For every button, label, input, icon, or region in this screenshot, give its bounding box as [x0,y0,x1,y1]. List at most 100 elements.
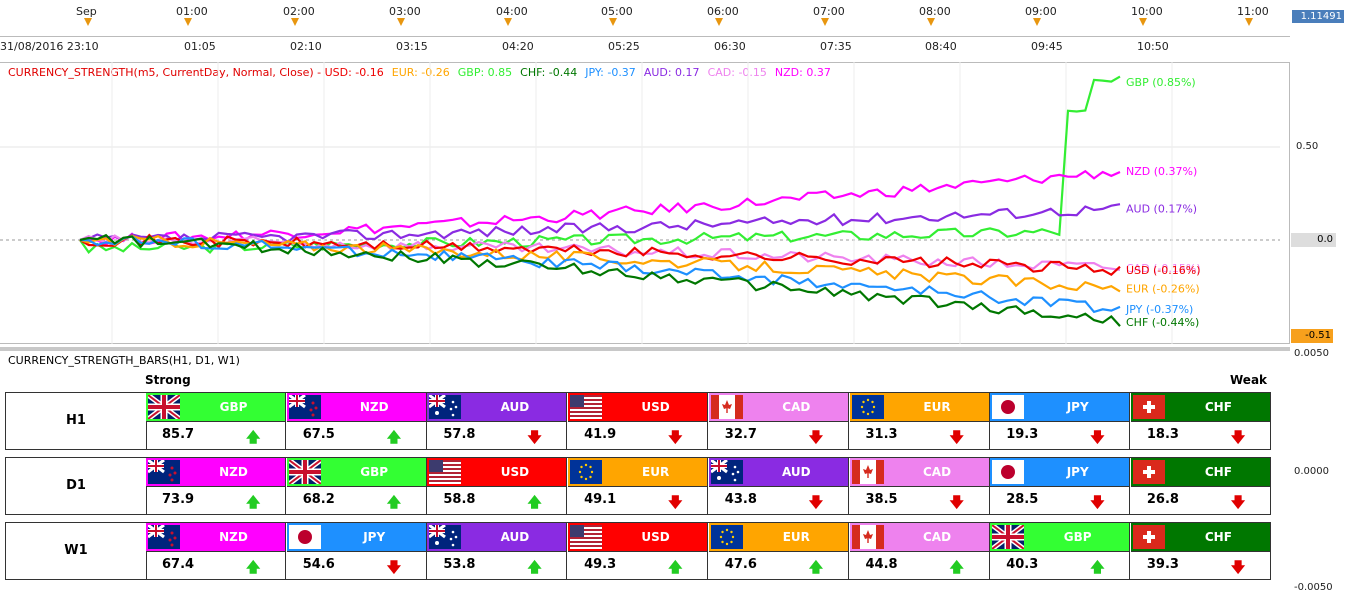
series-line-gbp [79,75,1121,254]
currency-cell-eur: EUR 31.3 🡇 [849,393,990,449]
currency-header: JPY [286,523,426,552]
series-line-eur [79,234,1121,293]
strength-score: 49.1 [584,492,617,507]
jpy-flag-icon [992,395,1025,419]
series-label-gbp: GBP (0.85%) [1126,76,1196,89]
arrow-up-icon: 🡅 [386,495,402,511]
currency-cell-gbp: GBP 40.3 🡅 [990,523,1131,579]
currency-cell-jpy: JPY 19.3 🡇 [990,393,1131,449]
arrow-down-icon: 🡇 [1090,495,1105,511]
time-marker [184,18,192,26]
currency-header: USD [568,523,708,552]
strength-lines-chart[interactable]: GBP (0.85%) NZD (0.37%) AUD (0.17%) CAD (-0… [0,62,1290,344]
strength-score: 73.9 [162,492,195,507]
currency-header: GBP [286,458,426,487]
eur-flag-icon [570,460,603,484]
date-time-label: 04:20 [502,40,534,53]
currency-header: CHF [1130,458,1270,487]
strength-score: 68.2 [302,492,335,507]
indicator-value-jpy: JPY: -0.37 [585,66,636,79]
currency-cell-jpy: JPY 28.5 🡇 [990,458,1131,514]
currency-cell-usd: USD 58.8 🡅 [427,458,568,514]
time-marker [1033,18,1041,26]
arrow-up-icon: 🡅 [246,495,261,511]
currency-header: CHF [1130,523,1270,552]
usd-flag-icon [570,525,603,549]
indicator-value-aud: AUD: 0.17 [643,66,700,79]
currency-header: EUR [708,523,848,552]
nzd-flag-icon [287,393,321,419]
time-marker [84,18,92,26]
series-label-usd: USD (-0.16%) [1126,264,1201,277]
currency-header: GBP [146,393,285,422]
arrow-down-icon: 🡇 [668,495,683,511]
aud-flag-icon [428,393,462,419]
series-label-aud: AUD (0.17%) [1126,202,1197,215]
nzd-flag-icon [147,458,180,484]
top-time-label: 06:00 [707,5,739,18]
currency-cell-usd: USD 41.9 🡇 [568,393,709,449]
top-time-label: 07:00 [813,5,845,18]
indicator-prefix: CURRENCY_STRENGTH(m5, CurrentDay, Normal… [8,66,325,79]
arrow-down-icon: 🡇 [1230,495,1246,511]
currency-header: NZD [146,523,285,552]
strength-score: 49.3 [584,557,617,572]
currency-code: EUR [923,400,951,414]
currency-cell-cad: CAD 38.5 🡇 [849,458,990,514]
cad-flag-icon [851,525,884,549]
arrow-down-icon: 🡇 [1230,560,1246,576]
indicator-value-cad: CAD: -0.15 [707,66,767,79]
date-time-label: 03:15 [396,40,428,53]
series-label-jpy: JPY (-0.37%) [1125,303,1193,316]
series-label-cad: CAD (-0.15%) [1126,262,1201,275]
strength-score: 38.5 [865,492,898,507]
arrow-down-icon: 🡇 [949,495,964,511]
currency-code: GBP [1063,530,1092,544]
arrow-up-icon: 🡅 [949,560,964,576]
usd-flag-icon [570,395,603,419]
date-time-label: 05:25 [608,40,640,53]
scale-label-zero: 0.0 [1291,233,1336,247]
currency-code: NZD [219,530,248,544]
currency-header: EUR [849,393,989,422]
arrow-down-icon: 🡇 [527,430,542,446]
time-marker [1245,18,1253,26]
chf-flag-icon [1132,460,1165,484]
date-time-label: 09:45 [1031,40,1063,53]
arrow-down-icon: 🡇 [808,430,824,446]
currency-header: EUR [568,458,708,487]
bars-scale-mid: 0.0000 [1294,466,1329,477]
series-label-eur: EUR (-0.26%) [1126,282,1200,295]
time-marker [821,18,829,26]
strength-score: 57.8 [443,427,476,442]
time-marker [504,18,512,26]
strength-score: 47.6 [724,557,757,572]
currency-header: USD [568,393,708,422]
top-time-label: 03:00 [389,5,421,18]
indicator-value-chf: CHF: -0.44 [520,66,578,79]
currency-header: JPY [990,393,1130,422]
strength-score: 53.8 [443,557,476,572]
gbp-flag-icon [287,458,323,486]
chf-flag-icon [1132,525,1165,549]
weak-label: Weak [1230,373,1268,387]
strength-score: 28.5 [1006,492,1039,507]
currency-cell-gbp: GBP 85.7 🡅 [146,393,286,449]
date-time-label: 10:50 [1137,40,1169,53]
strength-score: 31.3 [865,427,898,442]
strength-score: 18.3 [1146,427,1179,442]
arrow-up-icon: 🡅 [246,560,261,576]
currency-cell-chf: CHF 39.3 🡇 [1130,523,1271,579]
arrow-down-icon: 🡇 [1230,430,1246,446]
currency-header: NZD [146,458,285,487]
arrow-down-icon: 🡇 [668,430,683,446]
strength-score: 67.4 [162,557,195,572]
timeframe-label: D1 [6,458,147,514]
currency-code: USD [641,400,670,414]
arrow-up-icon: 🡅 [668,560,683,576]
date-time-label: 06:30 [714,40,746,53]
currency-code: GBP [360,465,389,479]
currency-code: CHF [1204,465,1232,479]
strength-score: 44.8 [865,557,898,572]
strength-chart-panel[interactable] [0,62,1290,344]
